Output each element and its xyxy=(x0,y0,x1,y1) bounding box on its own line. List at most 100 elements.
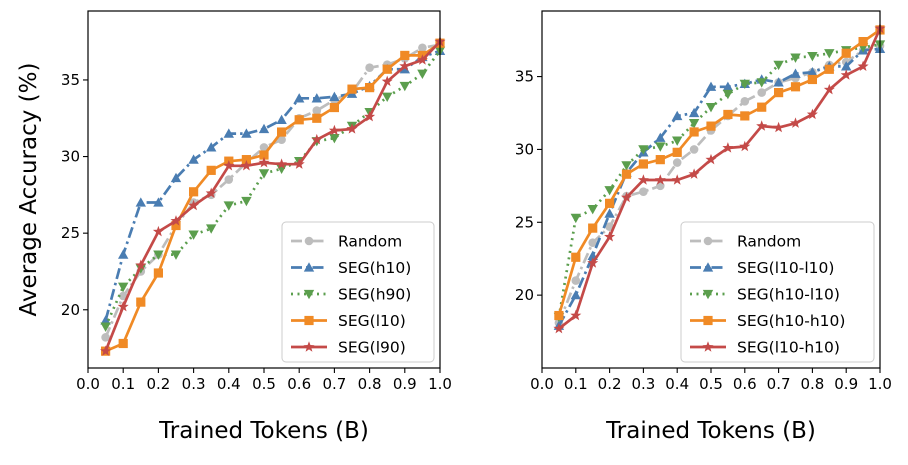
data-point xyxy=(688,168,700,179)
x-tick-label: 0.7 xyxy=(322,375,346,393)
data-point xyxy=(807,67,818,77)
x-tick-label: 0.5 xyxy=(699,375,723,393)
data-point xyxy=(672,147,682,157)
data-point xyxy=(605,198,615,208)
data-point xyxy=(277,135,286,145)
legend-marker xyxy=(702,289,714,300)
legend-marker xyxy=(303,262,315,272)
data-point xyxy=(100,322,111,332)
data-point xyxy=(258,156,270,168)
data-point xyxy=(347,84,357,94)
legend: Random SEG(h10) SEG(h90) SEG(l10) SEG(l90) xyxy=(281,221,435,363)
data-point xyxy=(293,158,305,169)
data-point xyxy=(365,83,375,93)
legend-marker xyxy=(703,236,713,246)
data-point xyxy=(654,174,666,185)
data-point xyxy=(417,69,428,80)
data-point xyxy=(329,91,340,101)
legend-label: SEG(l10-l10) xyxy=(737,259,834,277)
data-point xyxy=(205,187,217,199)
data-point xyxy=(824,64,834,74)
data-point xyxy=(841,61,852,71)
data-point xyxy=(241,128,252,138)
data-point xyxy=(136,297,146,307)
legend-label: Random xyxy=(338,233,402,251)
x-axis-label: Trained Tokens (B) xyxy=(605,418,816,444)
x-tick-label: 0.1 xyxy=(564,375,588,393)
data-point xyxy=(153,268,163,278)
data-point xyxy=(399,81,410,92)
data-point xyxy=(807,52,818,62)
data-point xyxy=(621,169,632,179)
x-tick-label: 0.2 xyxy=(146,375,170,393)
legend-marker xyxy=(703,315,713,326)
data-point xyxy=(399,64,410,74)
data-point xyxy=(570,289,581,300)
data-point xyxy=(756,120,768,131)
x-tick-label: 0.4 xyxy=(217,375,241,393)
legend-item: SEG(h90) xyxy=(291,286,411,304)
data-point xyxy=(135,197,146,207)
data-point xyxy=(757,102,767,112)
data-point xyxy=(188,199,200,211)
data-point xyxy=(206,165,216,175)
data-point xyxy=(689,145,699,154)
data-point xyxy=(604,231,616,242)
data-point xyxy=(329,102,339,113)
data-point xyxy=(806,108,818,120)
data-point xyxy=(224,175,234,184)
data-point xyxy=(773,77,784,87)
data-point xyxy=(364,110,376,122)
data-point xyxy=(639,187,648,196)
data-point xyxy=(223,159,235,171)
data-point xyxy=(637,174,649,185)
chart-left: 0.0 0.1 0.2 0.3 0.4 0.5 0.6 0.7 0.8 0.9 1.0 20 25 30 3… xyxy=(16,10,452,444)
y-tick-label: 25 xyxy=(515,213,534,231)
data-point xyxy=(294,115,304,125)
data-point xyxy=(790,68,801,78)
data-point xyxy=(276,158,288,169)
data-point xyxy=(705,153,717,165)
data-point xyxy=(100,345,112,356)
x-tick-label: 0.3 xyxy=(182,375,206,393)
data-point xyxy=(672,158,682,167)
data-point xyxy=(857,60,869,72)
data-point xyxy=(604,186,615,196)
data-point xyxy=(705,103,717,113)
y-tick-label: 20 xyxy=(61,301,80,319)
data-point xyxy=(553,322,565,334)
data-point xyxy=(740,111,750,121)
data-point xyxy=(740,97,750,106)
data-point xyxy=(117,300,129,312)
data-point xyxy=(706,121,716,131)
data-point xyxy=(152,225,164,237)
data-point xyxy=(346,123,358,134)
data-point xyxy=(135,259,147,271)
data-point xyxy=(723,109,733,120)
legend-item: Random xyxy=(291,233,402,251)
legend: Random SEG(l10-l10) SEG(h10-l10) SEG(h10-h1… xyxy=(680,221,875,363)
data-point xyxy=(382,64,392,74)
data-point xyxy=(841,48,851,58)
x-tick-label: 0.6 xyxy=(733,375,757,393)
data-point xyxy=(311,93,322,103)
data-point xyxy=(400,50,410,61)
data-point xyxy=(329,134,340,144)
data-point xyxy=(672,136,683,146)
data-point xyxy=(170,250,182,260)
x-tick-label: 0.3 xyxy=(631,375,655,393)
series-seg-h10-h10- xyxy=(554,25,885,321)
legend-label: SEG(h10-l10) xyxy=(737,286,840,304)
data-point xyxy=(756,78,767,88)
x-tick-label: 0.9 xyxy=(393,375,417,393)
legend-label: SEG(l10-h10) xyxy=(737,339,840,357)
data-point xyxy=(418,43,427,53)
data-point xyxy=(276,114,287,124)
data-point xyxy=(671,174,683,185)
data-point xyxy=(241,196,252,207)
data-point xyxy=(655,155,665,165)
x-tick-label: 0.0 xyxy=(76,375,100,393)
data-point xyxy=(571,252,581,262)
data-point xyxy=(773,60,784,71)
legend-marker xyxy=(304,236,314,246)
